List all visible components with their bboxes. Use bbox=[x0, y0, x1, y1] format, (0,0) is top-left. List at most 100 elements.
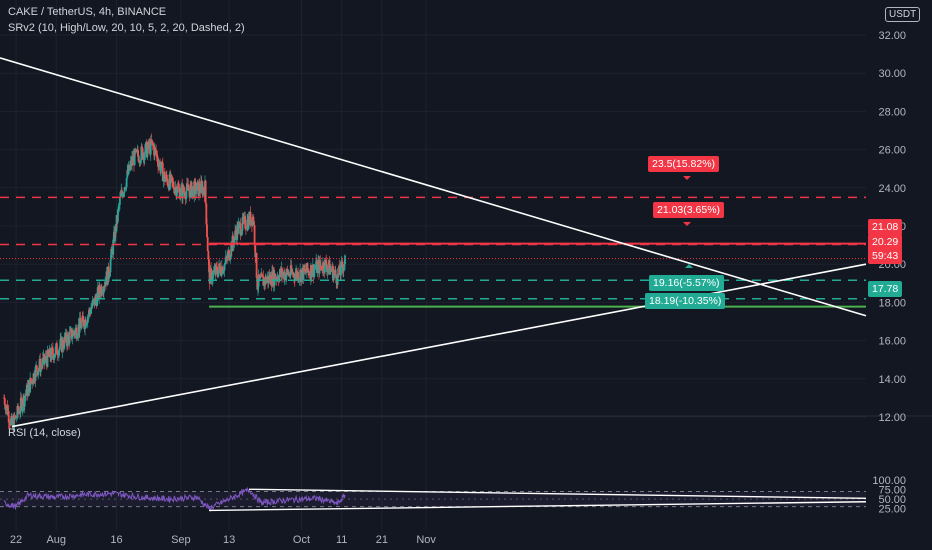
candle-body bbox=[288, 273, 291, 276]
indicator-legend[interactable]: SRv2 (10, High/Low, 20, 10, 5, 2, 20, Da… bbox=[8, 22, 245, 34]
candle-body bbox=[202, 187, 204, 195]
candle-body bbox=[33, 380, 36, 382]
price-tick-label: 28.00 bbox=[878, 106, 906, 118]
candle-body bbox=[305, 272, 308, 274]
candle-body bbox=[329, 268, 332, 275]
candle-body bbox=[15, 415, 17, 418]
candle-body bbox=[66, 334, 69, 346]
candle-body bbox=[252, 216, 255, 221]
candle-body bbox=[344, 255, 346, 265]
support-resistance-levels bbox=[0, 176, 866, 308]
time-tick-label: 16 bbox=[110, 534, 122, 546]
candle-body bbox=[126, 170, 129, 179]
candle-body bbox=[239, 223, 242, 236]
candle-body bbox=[50, 347, 53, 360]
candle-body bbox=[7, 411, 10, 423]
candle-body bbox=[161, 161, 164, 163]
candle-body bbox=[159, 167, 162, 172]
candle-body bbox=[156, 155, 159, 162]
candle-body bbox=[31, 380, 34, 384]
candle-body bbox=[277, 276, 279, 280]
candle-body bbox=[143, 153, 146, 161]
candle-body bbox=[91, 300, 94, 307]
candle-body bbox=[102, 292, 105, 294]
candle-body bbox=[154, 147, 157, 150]
candle-body bbox=[257, 286, 259, 290]
candle-body bbox=[224, 262, 226, 265]
candle-body bbox=[297, 272, 300, 281]
candle-body bbox=[129, 165, 131, 171]
candle-body bbox=[332, 273, 335, 281]
candle-body bbox=[189, 185, 192, 198]
price-tick-label: 16.00 bbox=[878, 336, 906, 348]
time-tick-label: Nov bbox=[416, 534, 436, 546]
candle-body bbox=[300, 272, 303, 282]
candle-body bbox=[222, 270, 225, 272]
candle-body bbox=[131, 156, 133, 166]
candlestick-series bbox=[3, 133, 346, 433]
candle-body bbox=[41, 357, 44, 365]
price-tick-label: 26.00 bbox=[878, 145, 906, 157]
candle-body bbox=[103, 286, 106, 288]
candle-body bbox=[70, 328, 73, 339]
candle-body bbox=[29, 377, 32, 393]
candle-body bbox=[123, 192, 125, 194]
rsi-legend[interactable]: RSI (14, close) bbox=[8, 427, 81, 439]
time-tick-label: 21 bbox=[376, 534, 388, 546]
candle-body bbox=[195, 190, 198, 194]
descending-trendline bbox=[0, 57, 867, 317]
candle-body bbox=[325, 259, 328, 267]
price-tick-label: 24.00 bbox=[878, 183, 906, 195]
candle-body bbox=[307, 271, 310, 275]
candle-body bbox=[33, 373, 36, 381]
candle-body bbox=[205, 203, 208, 225]
candle-body bbox=[51, 347, 54, 349]
candle-body bbox=[8, 422, 11, 424]
candle-body bbox=[68, 332, 71, 344]
candle-body bbox=[274, 273, 277, 280]
candle-body bbox=[144, 144, 147, 154]
candle-body bbox=[176, 186, 179, 193]
price-tick-label: 14.00 bbox=[878, 374, 906, 386]
candle-body bbox=[217, 270, 220, 277]
candle-body bbox=[333, 272, 336, 274]
candle-body bbox=[37, 370, 40, 376]
candle-body bbox=[74, 329, 76, 336]
price-tick-label: 32.00 bbox=[878, 30, 906, 42]
candle-body bbox=[141, 146, 143, 149]
candle-body bbox=[173, 189, 176, 193]
candle-body bbox=[155, 149, 157, 155]
candle-body bbox=[194, 181, 196, 183]
symbol-title[interactable]: CAKE / TetherUS, 4h, BINANCE bbox=[8, 6, 167, 18]
candle-body bbox=[20, 397, 23, 401]
candle-body bbox=[214, 264, 217, 275]
rsi-tick-label: 100.00 bbox=[872, 475, 906, 487]
candle-body bbox=[184, 192, 186, 198]
candle-body bbox=[157, 163, 160, 168]
candle-body bbox=[303, 265, 306, 271]
candle-body bbox=[110, 249, 113, 250]
candle-body bbox=[94, 296, 97, 306]
candle-body bbox=[100, 286, 103, 295]
candle-body bbox=[86, 322, 88, 324]
time-tick-label: 22 bbox=[10, 534, 22, 546]
candle-body bbox=[170, 174, 173, 177]
candle-body bbox=[19, 397, 22, 412]
resistance-label-2: 21.03(3.65%) bbox=[653, 202, 725, 218]
candle-body bbox=[72, 331, 74, 337]
candle-body bbox=[84, 319, 87, 326]
candle-body bbox=[15, 416, 18, 418]
candle-body bbox=[306, 263, 309, 271]
currency-button[interactable]: USDT bbox=[885, 7, 921, 22]
candle-body bbox=[222, 271, 224, 274]
candle-body bbox=[307, 270, 310, 272]
candle-body bbox=[316, 263, 319, 273]
candle-body bbox=[210, 269, 213, 282]
candle-body bbox=[175, 186, 178, 197]
candle-body bbox=[229, 255, 232, 259]
candle-body bbox=[224, 256, 227, 263]
candle-body bbox=[117, 209, 119, 222]
candle-body bbox=[71, 336, 74, 339]
candle-body bbox=[273, 273, 276, 286]
